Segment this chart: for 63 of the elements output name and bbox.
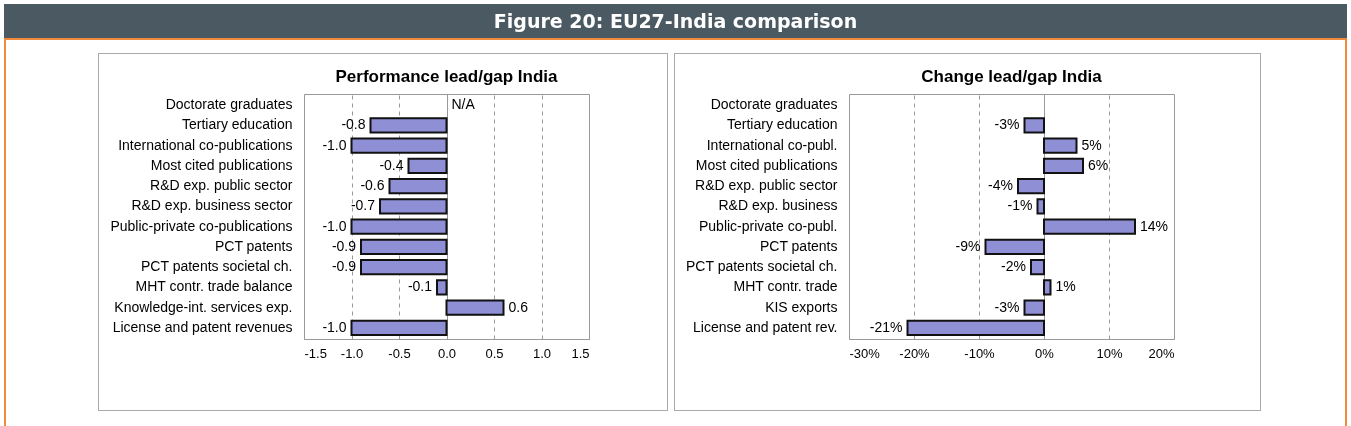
data-label: -4% xyxy=(988,177,1013,194)
y-tick-label: MHT contr. trade balance xyxy=(135,278,293,295)
x-tick-label: 20% xyxy=(1148,345,1175,361)
data-label: -1.0 xyxy=(322,136,347,153)
y-tick-label: License and patent revenues xyxy=(112,318,293,335)
data-label: -0.7 xyxy=(350,197,376,214)
y-tick-label: PCT patents societal ch. xyxy=(141,258,293,275)
y-tick-label: International co-publications xyxy=(118,136,293,153)
data-label: -0.9 xyxy=(331,237,357,254)
data-label: -0.9 xyxy=(331,258,357,275)
y-tick-label: Most cited publications xyxy=(150,156,293,173)
y-tick-label: R&D exp. public sector xyxy=(695,177,838,194)
data-label: -21% xyxy=(869,318,903,335)
x-tick-label: -20% xyxy=(899,345,931,361)
chart-title: Performance lead/gap India xyxy=(335,67,559,86)
data-label: 0.6 xyxy=(508,298,529,315)
data-label: -1.0 xyxy=(322,217,347,234)
y-tick-label: KIS exports xyxy=(765,298,838,315)
y-tick-label: Doctorate graduates xyxy=(710,96,838,113)
data-label: -9% xyxy=(955,237,981,254)
x-tick-label: -1.5 xyxy=(304,345,327,361)
x-tick-label: 0.5 xyxy=(485,345,504,361)
y-tick-label: Public-private co-publications xyxy=(110,217,293,234)
y-tick-label: PCT patents societal ch. xyxy=(686,258,838,275)
data-label: -0.8 xyxy=(341,116,366,133)
data-label: -1% xyxy=(1007,197,1033,214)
y-tick-label: PCT patents xyxy=(214,237,293,254)
data-label: 6% xyxy=(1088,156,1109,173)
x-tick-label: 0% xyxy=(1035,345,1055,361)
data-label: 1% xyxy=(1055,278,1076,295)
y-tick-label: MHT contr. trade xyxy=(733,278,838,295)
x-tick-label: 0.0 xyxy=(437,345,457,361)
y-tick-label: License and patent rev. xyxy=(692,318,838,335)
y-tick-label: Public-private co-publ. xyxy=(698,217,838,234)
y-tick-label: Most cited publications xyxy=(695,156,838,173)
x-tick-label: -10% xyxy=(964,345,996,361)
data-label: -0.4 xyxy=(379,156,404,173)
x-tick-label: -0.5 xyxy=(388,345,411,361)
y-tick-label: R&D exp. business xyxy=(718,197,838,214)
data-label: -0.1 xyxy=(407,278,433,295)
data-label: 14% xyxy=(1140,217,1169,234)
y-tick-label: PCT patents xyxy=(759,237,838,254)
y-tick-label: Doctorate graduates xyxy=(165,96,293,113)
y-tick-label: Tertiary education xyxy=(181,116,293,133)
x-tick-label: -30% xyxy=(849,345,881,361)
data-label: -0.6 xyxy=(360,177,385,194)
data-label: -3% xyxy=(994,116,1020,133)
x-tick-label: -1.0 xyxy=(340,345,364,361)
chart-title: Change lead/gap India xyxy=(921,67,1103,86)
data-label: -3% xyxy=(994,298,1020,315)
data-label: -2% xyxy=(1001,258,1026,275)
text: Figure 20: EU27-India comparison xyxy=(4,4,1347,38)
y-tick-label: R&D exp. business sector xyxy=(131,197,293,214)
data-label: -1.0 xyxy=(322,318,347,335)
data-label: 5% xyxy=(1081,136,1102,153)
text: N/A xyxy=(451,96,475,113)
y-tick-label: Knowledge-int. services exp. xyxy=(114,298,293,315)
y-tick-label: R&D exp. public sector xyxy=(150,177,293,194)
y-tick-label: International co-publ. xyxy=(706,136,838,153)
x-tick-label: 10% xyxy=(1096,345,1123,361)
x-tick-label: 1.5 xyxy=(571,345,590,361)
x-tick-label: 1.0 xyxy=(532,345,552,361)
y-tick-label: Tertiary education xyxy=(726,116,838,133)
